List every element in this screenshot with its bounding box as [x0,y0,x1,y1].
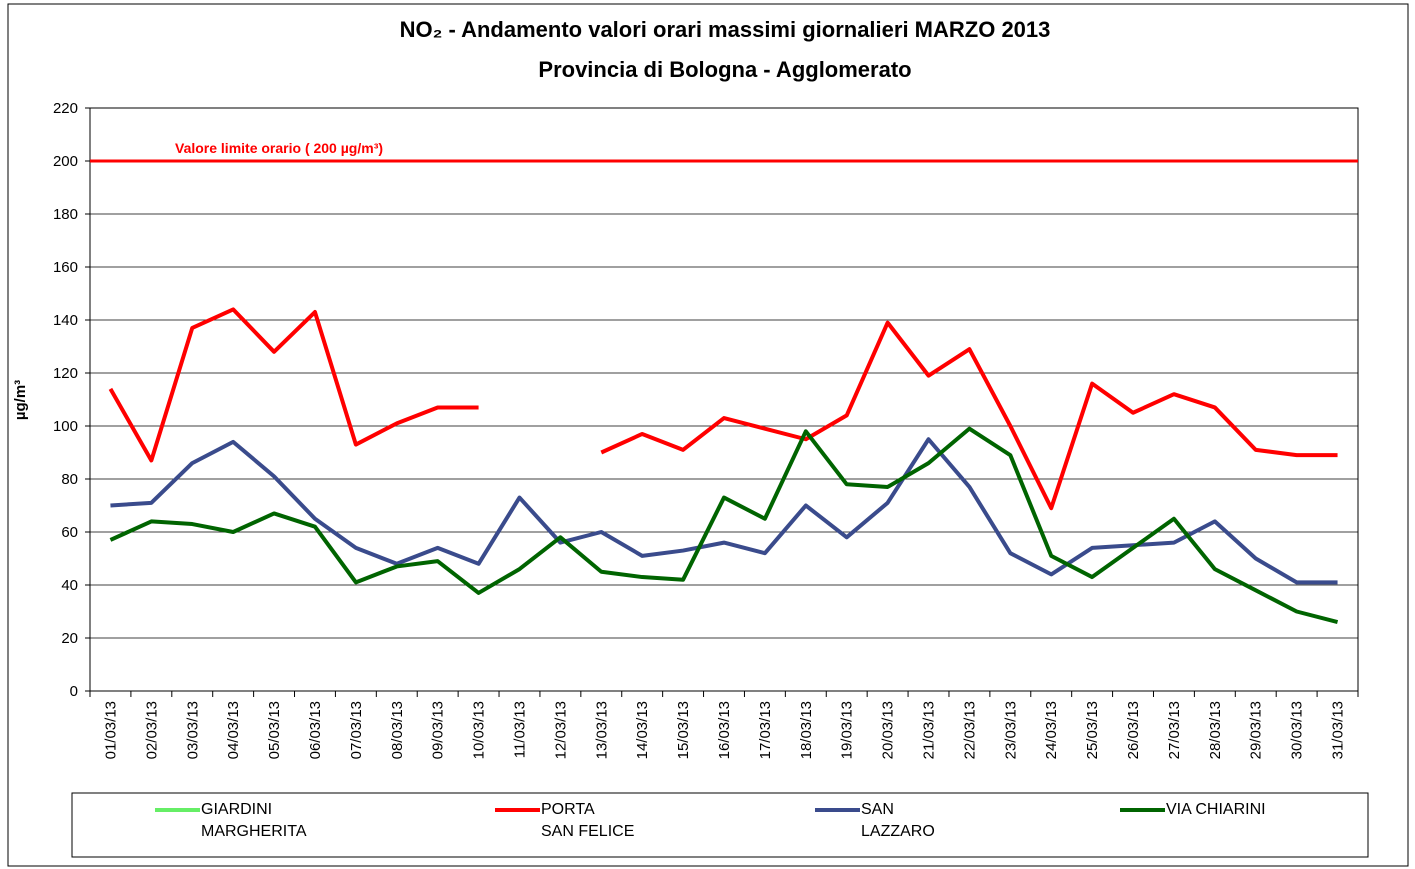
y-tick-label: 20 [61,630,78,647]
x-tick-label: 30/03/13 [1289,701,1306,759]
x-tick-label: 06/03/13 [307,701,324,759]
y-tick-label: 180 [53,206,78,223]
legend-label: GIARDINI MARGHERITA [201,801,307,840]
x-tick-label: 29/03/13 [1248,701,1265,759]
x-tick-label: 08/03/13 [389,701,406,759]
x-tick-label: 16/03/13 [716,701,733,759]
x-tick-label: 31/03/13 [1330,701,1347,759]
y-tick-label: 140 [53,312,78,329]
y-tick-label: 40 [61,577,78,594]
x-tick-label: 02/03/13 [143,701,160,759]
legend-label: VIA CHIARINI [1166,801,1266,818]
legend-label: PORTA SAN FELICE [541,801,635,840]
x-tick-label: 27/03/13 [1166,701,1183,759]
series-line [109,426,1339,625]
x-tick-label: 18/03/13 [798,701,815,759]
chart-title: NO₂ - Andamento valori orari massimi gio… [400,17,1051,42]
y-tick-label: 60 [61,524,78,541]
x-tick-label: 01/03/13 [102,701,119,759]
series-line [110,437,1338,585]
x-tick-label: 20/03/13 [880,701,897,759]
x-tick-label: 21/03/13 [921,701,938,759]
x-tick-label: 22/03/13 [961,701,978,759]
x-tick-label: 13/03/13 [593,701,610,759]
x-tick-label: 15/03/13 [675,701,692,759]
x-tick-label: 07/03/13 [348,701,365,759]
x-tick-label: 14/03/13 [634,701,651,759]
y-tick-label: 220 [53,100,78,117]
x-tick-label: 26/03/13 [1125,701,1142,759]
y-tick-label: 100 [53,418,78,435]
x-tick-label: 23/03/13 [1002,701,1019,759]
y-tick-label: 0 [70,683,78,700]
series-line [600,320,1338,511]
x-tick-label: 05/03/13 [266,701,283,759]
x-tick-label: 09/03/13 [430,701,447,759]
y-tick-label: 80 [61,471,78,488]
x-tick-label: 04/03/13 [225,701,242,759]
plot-area [89,107,1359,692]
reference-label: Valore limite orario ( 200 µg/m³) [175,140,383,156]
x-tick-label: 03/03/13 [184,701,201,759]
x-tick-label: 17/03/13 [757,701,774,759]
frame [7,3,1409,867]
series-line [108,307,479,463]
x-tick-label: 24/03/13 [1043,701,1060,759]
legend-label: SAN LAZZARO [861,801,935,840]
x-tick-label: 28/03/13 [1207,701,1224,759]
x-tick-label: 11/03/13 [511,701,528,758]
y-axis-label: µg/m³ [12,380,29,420]
x-tick-label: 10/03/13 [471,701,488,759]
y-tick-label: 200 [53,153,78,170]
legend-box [71,792,1369,858]
chart-subtitle: Provincia di Bologna - Agglomerato [538,57,911,82]
y-tick-label: 160 [53,259,78,276]
x-tick-label: 12/03/13 [552,701,569,759]
x-tick-label: 25/03/13 [1084,701,1101,759]
y-tick-label: 120 [53,365,78,382]
x-tick-label: 19/03/13 [839,701,856,759]
